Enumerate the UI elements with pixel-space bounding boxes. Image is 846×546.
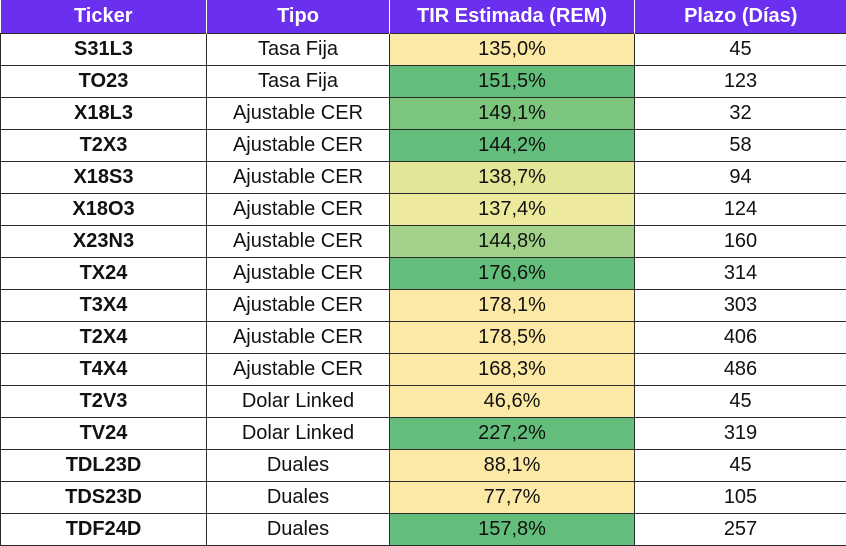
- plazo-cell: 32: [634, 97, 846, 130]
- tipo-cell: Duales: [206, 513, 390, 546]
- tir-cell: 227,2%: [389, 417, 635, 450]
- table-row: TDS23D Duales 77,7% 105: [0, 481, 846, 514]
- tipo-cell: Dolar Linked: [206, 417, 390, 450]
- tir-cell: 151,5%: [389, 65, 635, 98]
- tipo-cell: Ajustable CER: [206, 289, 390, 322]
- table-row: X18S3 Ajustable CER 138,7% 94: [0, 161, 846, 194]
- ticker-cell: TDS23D: [0, 481, 207, 514]
- tir-cell: 168,3%: [389, 353, 635, 386]
- tipo-cell: Ajustable CER: [206, 257, 390, 290]
- ticker-cell: T2X4: [0, 321, 207, 354]
- ticker-cell: TV24: [0, 417, 207, 450]
- plazo-cell: 319: [634, 417, 846, 450]
- plazo-cell: 124: [634, 193, 846, 226]
- plazo-cell: 45: [634, 385, 846, 418]
- table-row: TDF24D Duales 157,8% 257: [0, 513, 846, 546]
- tipo-cell: Ajustable CER: [206, 321, 390, 354]
- plazo-cell: 303: [634, 289, 846, 322]
- plazo-cell: 45: [634, 33, 846, 66]
- tir-cell: 149,1%: [389, 97, 635, 130]
- tipo-cell: Dolar Linked: [206, 385, 390, 418]
- tir-cell: 178,1%: [389, 289, 635, 322]
- ticker-cell: T3X4: [0, 289, 207, 322]
- tipo-cell: Tasa Fija: [206, 33, 390, 66]
- table-row: T2X3 Ajustable CER 144,2% 58: [0, 129, 846, 162]
- header-row: Ticker Tipo TIR Estimada (REM) Plazo (Dí…: [0, 0, 846, 34]
- ticker-cell: T2X3: [0, 129, 207, 162]
- plazo-cell: 45: [634, 449, 846, 482]
- ticker-cell: TX24: [0, 257, 207, 290]
- table-row: T2X4 Ajustable CER 178,5% 406: [0, 321, 846, 354]
- plazo-cell: 94: [634, 161, 846, 194]
- tir-cell: 88,1%: [389, 449, 635, 482]
- tipo-cell: Ajustable CER: [206, 129, 390, 162]
- tipo-cell: Duales: [206, 449, 390, 482]
- table-row: T4X4 Ajustable CER 168,3% 486: [0, 353, 846, 386]
- plazo-cell: 160: [634, 225, 846, 258]
- plazo-cell: 314: [634, 257, 846, 290]
- plazo-cell: 406: [634, 321, 846, 354]
- header-tir: TIR Estimada (REM): [389, 0, 635, 34]
- tipo-cell: Ajustable CER: [206, 161, 390, 194]
- tir-cell: 137,4%: [389, 193, 635, 226]
- table-row: TO23 Tasa Fija 151,5% 123: [0, 65, 846, 98]
- ticker-cell: TDL23D: [0, 449, 207, 482]
- tir-cell: 46,6%: [389, 385, 635, 418]
- table-row: TDL23D Duales 88,1% 45: [0, 449, 846, 482]
- table-body: S31L3 Tasa Fija 135,0% 45 TO23 Tasa Fija…: [0, 33, 846, 546]
- ticker-cell: T2V3: [0, 385, 207, 418]
- header-plazo: Plazo (Días): [634, 0, 846, 34]
- tir-cell: 144,2%: [389, 129, 635, 162]
- plazo-cell: 105: [634, 481, 846, 514]
- table-row: TX24 Ajustable CER 176,6% 314: [0, 257, 846, 290]
- ticker-cell: X18S3: [0, 161, 207, 194]
- table-header: Ticker Tipo TIR Estimada (REM) Plazo (Dí…: [0, 0, 846, 34]
- tipo-cell: Ajustable CER: [206, 193, 390, 226]
- tipo-cell: Ajustable CER: [206, 225, 390, 258]
- tir-cell: 135,0%: [389, 33, 635, 66]
- ticker-cell: X23N3: [0, 225, 207, 258]
- plazo-cell: 58: [634, 129, 846, 162]
- tir-cell: 176,6%: [389, 257, 635, 290]
- plazo-cell: 123: [634, 65, 846, 98]
- tipo-cell: Ajustable CER: [206, 97, 390, 130]
- table-row: TV24 Dolar Linked 227,2% 319: [0, 417, 846, 450]
- table-row: S31L3 Tasa Fija 135,0% 45: [0, 33, 846, 66]
- table-row: T2V3 Dolar Linked 46,6% 45: [0, 385, 846, 418]
- tir-cell: 157,8%: [389, 513, 635, 546]
- ticker-cell: TO23: [0, 65, 207, 98]
- table-row: X18O3 Ajustable CER 137,4% 124: [0, 193, 846, 226]
- table-row: X18L3 Ajustable CER 149,1% 32: [0, 97, 846, 130]
- ticker-cell: TDF24D: [0, 513, 207, 546]
- tir-cell: 138,7%: [389, 161, 635, 194]
- tir-cell: 178,5%: [389, 321, 635, 354]
- tipo-cell: Duales: [206, 481, 390, 514]
- tipo-cell: Tasa Fija: [206, 65, 390, 98]
- ticker-cell: X18O3: [0, 193, 207, 226]
- table-row: T3X4 Ajustable CER 178,1% 303: [0, 289, 846, 322]
- tir-cell: 144,8%: [389, 225, 635, 258]
- header-tipo: Tipo: [206, 0, 390, 34]
- plazo-cell: 486: [634, 353, 846, 386]
- ticker-cell: S31L3: [0, 33, 207, 66]
- plazo-cell: 257: [634, 513, 846, 546]
- table-row: X23N3 Ajustable CER 144,8% 160: [0, 225, 846, 258]
- ticker-cell: T4X4: [0, 353, 207, 386]
- tipo-cell: Ajustable CER: [206, 353, 390, 386]
- header-ticker: Ticker: [0, 0, 207, 34]
- ticker-cell: X18L3: [0, 97, 207, 130]
- tir-cell: 77,7%: [389, 481, 635, 514]
